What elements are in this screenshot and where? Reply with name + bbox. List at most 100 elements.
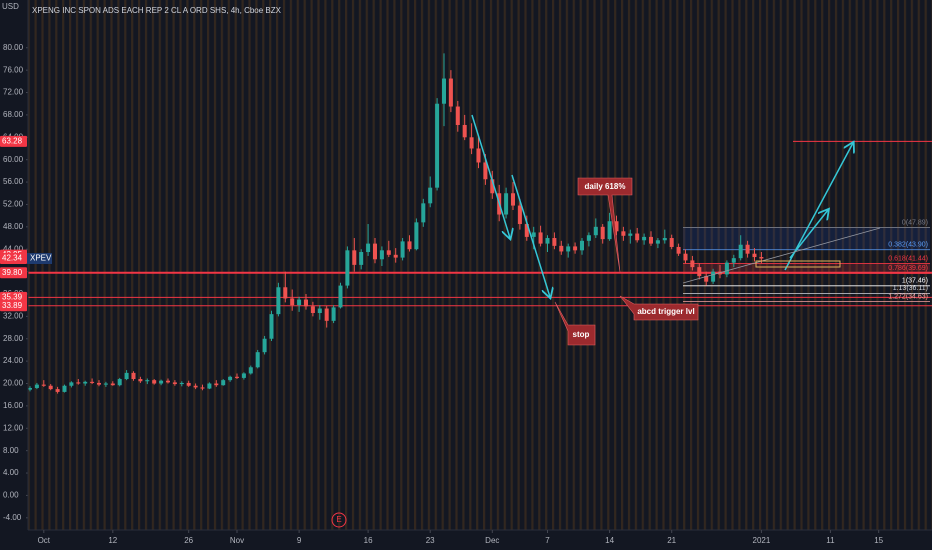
x-tick-label: 21 — [667, 536, 676, 545]
candle-body — [152, 380, 157, 384]
candle-body — [386, 250, 391, 255]
fib-label: 0.382(43.90) — [888, 242, 928, 249]
candle-body — [580, 240, 584, 251]
price-label-box — [0, 267, 27, 279]
candle-body — [559, 245, 564, 252]
candle-body — [345, 250, 350, 286]
candle-body — [62, 385, 67, 392]
candle-body — [524, 224, 529, 237]
candle-body — [373, 243, 377, 260]
fib-label: 0.618(41.44) — [888, 255, 928, 262]
candle-body — [235, 376, 239, 378]
candle-body — [442, 78, 446, 104]
candle-body — [221, 380, 226, 386]
candle-body — [711, 271, 716, 282]
drawings — [471, 114, 881, 297]
x-tick-label: 15 — [874, 536, 883, 545]
candle-body — [607, 221, 612, 240]
x-tick-label: 26 — [184, 536, 193, 545]
arrow — [789, 210, 828, 259]
annotation: stop — [573, 330, 590, 339]
candle-body — [400, 241, 405, 258]
y-tick-label: 28.00 — [3, 334, 24, 343]
x-tick-label: Oct — [38, 536, 51, 545]
candle-body — [324, 308, 329, 321]
y-tick-label: -4.00 — [3, 513, 22, 522]
y-tick-label: 76.00 — [3, 65, 24, 74]
candle-body — [448, 78, 453, 107]
candle-body — [690, 260, 695, 268]
candle-body — [573, 246, 578, 251]
candle-body — [428, 187, 433, 204]
x-tick-label: 14 — [605, 536, 614, 545]
x-tick-label: 23 — [426, 536, 435, 545]
candle-body — [145, 380, 150, 382]
candle-body — [317, 308, 322, 314]
candle-body — [41, 384, 46, 386]
candle-body — [683, 253, 688, 261]
candle-body — [90, 381, 95, 383]
candle-body — [241, 373, 246, 378]
event-marker[interactable] — [331, 512, 347, 528]
price-label-box — [0, 135, 27, 147]
y-tick-label: 16.00 — [3, 401, 24, 410]
candle-body — [297, 299, 302, 306]
candle-body — [738, 244, 743, 259]
y-tick-label: 0.00 — [3, 491, 19, 500]
price-label: 42.34 — [2, 254, 23, 263]
candle-body — [69, 382, 74, 386]
candle-body — [331, 307, 336, 321]
candle-body — [545, 238, 550, 244]
candle-body — [76, 382, 81, 384]
candle-body — [724, 262, 729, 275]
candle-body — [517, 205, 522, 225]
candle-body — [186, 382, 191, 386]
x-tick-label: 11 — [826, 536, 835, 545]
candle-body — [172, 382, 177, 385]
candle-body — [704, 276, 709, 282]
event-label[interactable]: E — [336, 515, 341, 524]
price-label: 33.89 — [2, 301, 23, 310]
candle-body — [511, 193, 515, 206]
candle-body — [97, 382, 101, 385]
candle-body — [552, 238, 557, 246]
candle-body — [138, 379, 143, 382]
candle-body — [628, 233, 633, 236]
fib-label: 0(47.89) — [902, 219, 928, 226]
y-tick-label: 20.00 — [3, 379, 24, 388]
candle-body — [166, 380, 170, 383]
y-tick-label: 68.00 — [3, 110, 24, 119]
candle-body — [435, 103, 440, 188]
fib-zone — [683, 263, 930, 274]
y-tick-label: 32.00 — [3, 311, 24, 320]
session-background — [28, 0, 932, 530]
callouts: daily 618% stop abcd trigger lvl — [554, 177, 699, 346]
annotation: daily 618% — [585, 182, 626, 191]
candle-body — [635, 233, 640, 241]
candle-body — [28, 387, 32, 390]
candle-body — [586, 235, 591, 241]
candle-body — [207, 383, 212, 389]
y-tick-label: 4.00 — [3, 468, 19, 477]
x-tick-label: Dec — [485, 536, 499, 545]
chart-title: XPENG INC SPON ADS EACH REP 2 CL A ORD S… — [32, 6, 282, 15]
candle-body — [248, 367, 253, 374]
price-label: 39.80 — [2, 268, 23, 277]
candle-body — [310, 306, 315, 314]
candle-body — [352, 250, 357, 265]
y-tick-label: 24.00 — [3, 356, 24, 365]
candle-body — [393, 254, 398, 258]
candle-body — [731, 258, 736, 263]
candle-body — [566, 246, 571, 252]
candle-body — [745, 244, 750, 254]
candle-body — [531, 232, 536, 237]
candle-body — [366, 243, 371, 253]
symbol-tag-box — [27, 253, 52, 265]
candle-body — [124, 372, 129, 380]
box — [755, 260, 841, 268]
candle-body — [642, 236, 647, 241]
candle-body — [504, 193, 509, 215]
candle-body — [200, 387, 205, 389]
candle-body — [131, 372, 136, 380]
candle-body — [48, 385, 53, 390]
